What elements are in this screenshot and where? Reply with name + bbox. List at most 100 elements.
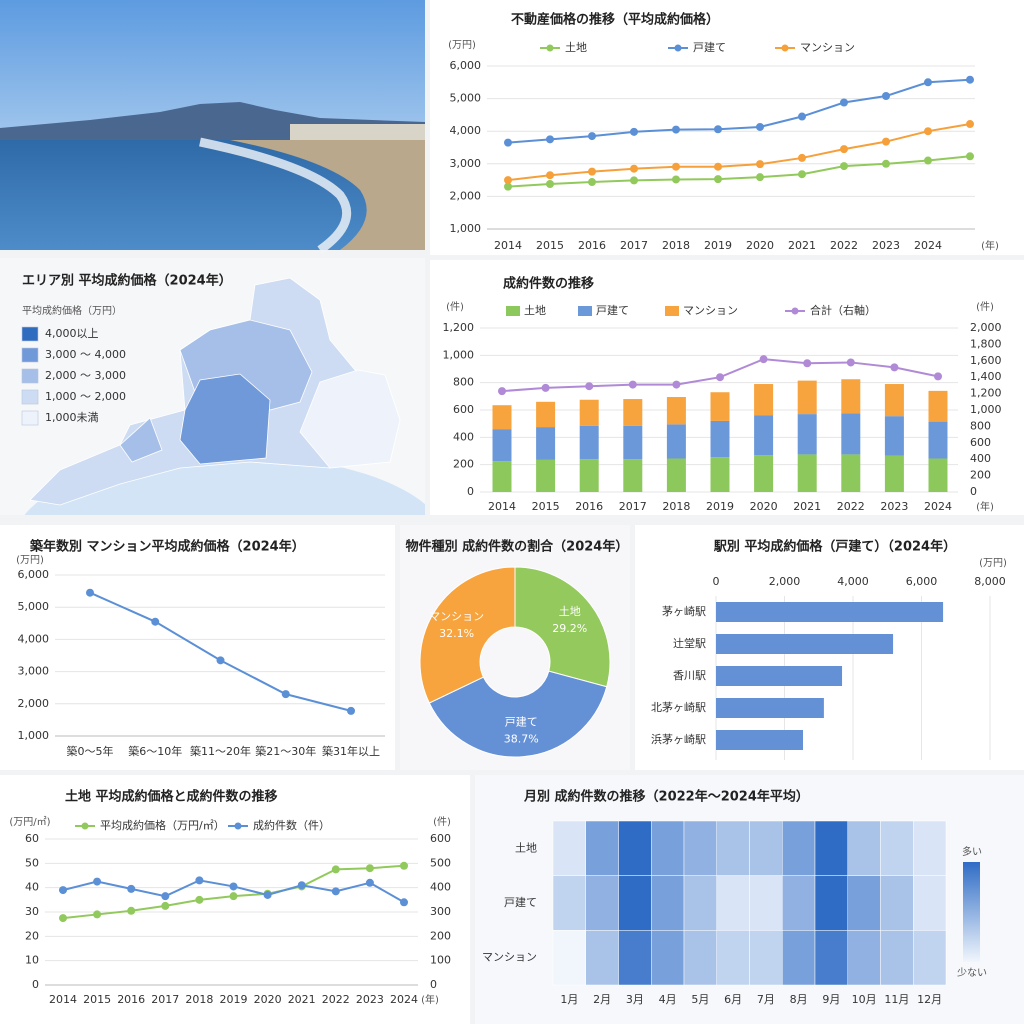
data-point (924, 78, 932, 87)
data-point (400, 898, 408, 907)
heat-cell (782, 930, 816, 986)
heat-cell (552, 820, 586, 876)
data-point (798, 170, 806, 179)
y-tick-label: 4,000 (450, 124, 482, 137)
data-point (630, 127, 638, 136)
bar (623, 399, 643, 426)
heat-cell (716, 930, 750, 986)
y-tick-label: 1,200 (443, 321, 475, 334)
heat-cell (651, 820, 685, 876)
heat-cell (585, 875, 619, 931)
map-region (119, 417, 163, 463)
bar (666, 424, 686, 459)
x-tick-label: 2023 (880, 500, 908, 513)
y-tick-label: 10 (25, 954, 39, 967)
data-point (798, 153, 806, 162)
data-point (297, 881, 306, 890)
pie-slice (419, 566, 516, 704)
data-point (588, 167, 596, 176)
legend-label: 土地 (565, 41, 587, 54)
x-tick-label: 2014 (49, 993, 77, 1006)
data-point (759, 355, 768, 364)
series-line (507, 78, 971, 144)
data-point (195, 895, 204, 904)
legend-label: 1,000未満 (45, 411, 99, 424)
surf (199, 137, 352, 254)
chart-title: 土地 平均成約価格と成約件数の推移 (65, 789, 278, 805)
x-tick-label: 築21〜30年 (255, 744, 316, 758)
y-tick-label: 30 (25, 905, 39, 918)
data-point (630, 176, 638, 185)
legend-label: 平均成約価格（万円/㎡） (100, 818, 225, 832)
y-tick-label: 1,000 (18, 729, 50, 742)
heat-cell (618, 930, 652, 986)
x-tick-label: 2021 (288, 993, 316, 1006)
y2-tick-label: 600 (970, 436, 991, 449)
series-line (507, 155, 971, 188)
y2-tick-label: 0 (430, 978, 437, 991)
pie-slice (428, 670, 608, 758)
x-tick-label: 8,000 (974, 575, 1006, 588)
data-point (630, 164, 638, 173)
data-point (924, 127, 932, 136)
bar (666, 397, 686, 425)
x-tick-label: 2017 (151, 993, 179, 1006)
col-label: 8月 (790, 993, 808, 1006)
heat-cell (552, 930, 586, 986)
y2-tick-label: 2,000 (970, 321, 1002, 334)
y-tick-label: 2,000 (450, 189, 482, 202)
y-axis-label: (万円/㎡) (9, 816, 50, 828)
data-point (498, 387, 506, 396)
y-tick-label: 50 (25, 856, 39, 869)
panel (430, 0, 1024, 255)
data-point (504, 182, 512, 191)
x-axis-label: (年) (981, 239, 999, 252)
x-tick-label: 2016 (578, 239, 606, 252)
y-tick-label: 60 (25, 832, 39, 845)
col-label: 7月 (757, 993, 775, 1006)
town (290, 124, 425, 144)
data-point (86, 588, 94, 597)
x-tick-label: 築6〜10年 (128, 744, 182, 758)
y-tick-label: 1,000 (443, 348, 475, 361)
data-point (161, 892, 170, 901)
y2-tick-label: 500 (430, 856, 451, 869)
x-tick-label: 2020 (750, 500, 778, 513)
heat-cell (749, 820, 783, 876)
y2-tick-label: 600 (430, 832, 451, 845)
y-tick-label: 6,000 (450, 59, 482, 72)
map (24, 277, 425, 515)
col-label: 11月 (884, 993, 909, 1006)
y2-tick-label: 800 (970, 419, 991, 432)
col-label: 3月 (626, 993, 644, 1006)
heat-cell (585, 820, 619, 876)
legend-swatch (665, 306, 679, 316)
data-point (59, 886, 67, 895)
x-tick-label: 2020 (746, 239, 774, 252)
bar (754, 455, 774, 492)
data-point (281, 690, 290, 699)
bar (884, 455, 904, 492)
legend-swatch (506, 306, 520, 316)
legend-dot (674, 44, 682, 52)
data-point (756, 160, 764, 169)
heat-cell (782, 820, 816, 876)
x-tick-label: 2022 (830, 239, 858, 252)
chart-title: 駅別 平均成約価格（戸建て）（2024年） (713, 539, 956, 555)
x-axis-label: (万円) (979, 558, 1007, 569)
x-tick-label: 2,000 (769, 575, 801, 588)
data-point (216, 656, 225, 665)
x-tick-label: 2017 (619, 500, 647, 513)
y-tick-label: 0 (32, 978, 39, 991)
col-label: 2月 (593, 993, 611, 1006)
x-tick-label: 2015 (83, 993, 111, 1006)
bar (492, 429, 512, 462)
legend-label: 2,000 〜 3,000 (45, 369, 126, 382)
y2-tick-label: 200 (970, 469, 991, 482)
heat-cell (913, 820, 947, 876)
legend-label: 3,000 〜 4,000 (45, 348, 126, 361)
beach (230, 140, 425, 250)
x-tick-label: 築0〜5年 (67, 744, 114, 758)
col-label: 6月 (724, 993, 742, 1006)
bar (492, 405, 512, 430)
